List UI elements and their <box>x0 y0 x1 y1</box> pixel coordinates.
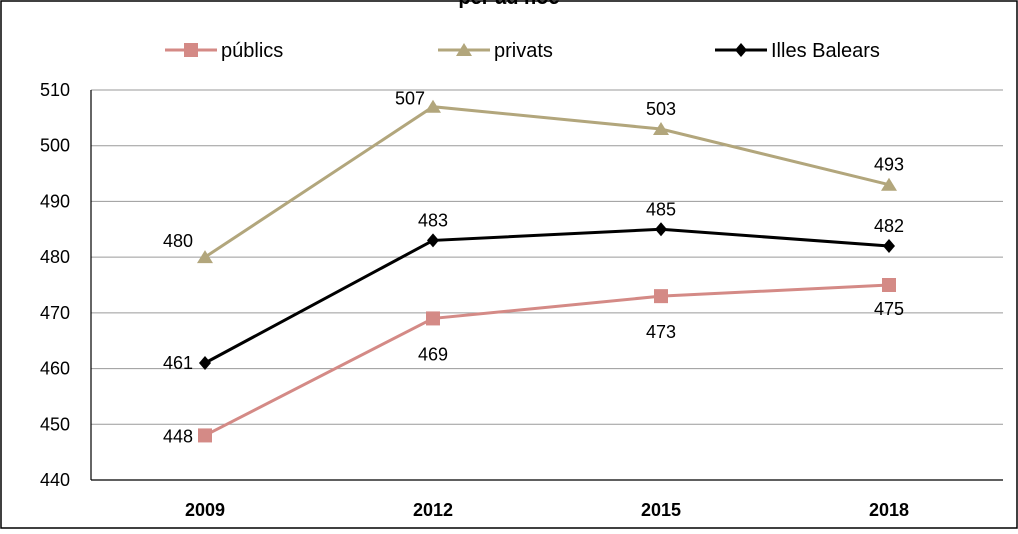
legend-item: públics <box>165 40 283 62</box>
y-tick-label: 500 <box>40 136 70 156</box>
data-label: 503 <box>646 99 676 119</box>
data-label: 482 <box>874 216 904 236</box>
data-point <box>427 233 439 248</box>
data-label: 493 <box>874 155 904 175</box>
series-privats: 480 507 503 493 <box>163 89 904 264</box>
x-tick-label: 2012 <box>413 500 453 520</box>
y-tick-label: 510 <box>40 80 70 100</box>
data-label: 448 <box>163 426 193 446</box>
y-tick-label: 450 <box>40 414 70 434</box>
y-tick-label: 470 <box>40 303 70 323</box>
data-label: 473 <box>646 322 676 342</box>
series-line <box>204 227 890 365</box>
x-tick-label: 2015 <box>641 500 681 520</box>
data-point <box>425 99 441 113</box>
legend: públics privats Illes Balears <box>165 40 880 62</box>
legend-label: Illes Balears <box>771 40 880 62</box>
x-axis-ticks: 2009 2012 2015 2018 <box>185 500 909 520</box>
data-label: 485 <box>646 199 676 219</box>
data-point <box>426 311 440 326</box>
data-label: 475 <box>874 299 904 319</box>
legend-label: públics <box>221 40 283 62</box>
gridlines <box>90 89 1003 481</box>
legend-label: privats <box>494 40 553 62</box>
data-label: 461 <box>163 353 193 373</box>
legend-item: privats <box>438 40 553 62</box>
legend-marker <box>184 43 198 57</box>
legend-marker <box>735 43 747 57</box>
x-tick-label: 2018 <box>869 500 909 520</box>
series-p-blics: 448 469 473 475 <box>163 278 904 446</box>
data-label: 480 <box>163 231 193 251</box>
data-label: 483 <box>418 210 448 230</box>
data-label: 469 <box>418 344 448 364</box>
data-point <box>654 289 668 304</box>
y-tick-label: 490 <box>40 191 70 211</box>
data-point <box>199 356 211 370</box>
data-point <box>198 428 212 443</box>
data-point <box>655 222 667 237</box>
series-illes-balears: 461 483 485 482 <box>163 199 904 373</box>
data-point <box>881 177 897 191</box>
legend-item: Illes Balears <box>715 40 880 62</box>
data-point <box>197 250 213 264</box>
series-line <box>204 283 890 437</box>
y-tick-label: 440 <box>40 470 70 490</box>
y-tick-label: 460 <box>40 359 70 379</box>
y-axis-ticks: 440 450 460 470 480 490 500 510 <box>40 80 70 490</box>
series-line <box>204 105 890 259</box>
y-tick-label: 480 <box>40 247 70 267</box>
data-point <box>882 278 896 292</box>
x-tick-label: 2009 <box>185 500 225 520</box>
series-group: 448 469 473 475 480 507 503 493 461 483 485 482 <box>163 89 904 447</box>
data-point <box>653 122 669 135</box>
data-label: 507 <box>395 89 425 109</box>
chart-title: per ad hoc <box>458 0 559 9</box>
legend-marker <box>456 43 472 56</box>
data-point <box>883 239 895 253</box>
